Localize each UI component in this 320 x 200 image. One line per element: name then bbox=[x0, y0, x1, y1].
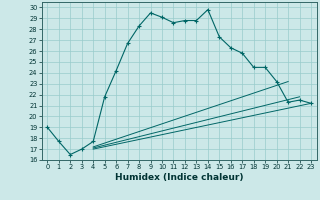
X-axis label: Humidex (Indice chaleur): Humidex (Indice chaleur) bbox=[115, 173, 244, 182]
